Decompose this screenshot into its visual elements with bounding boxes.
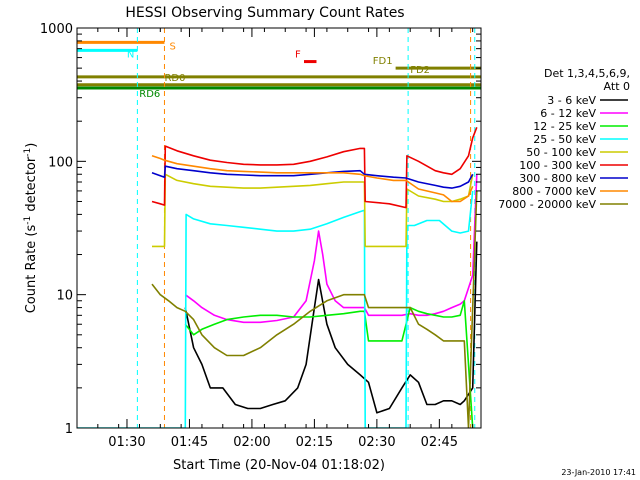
legend-label: 3 - 6 keV: [547, 94, 596, 107]
y-axis-label: Count Rate (s-1 detector-1): [23, 143, 39, 314]
flag-lines: [77, 40, 481, 90]
y-tick-label: 1000: [40, 22, 73, 37]
series-line: [152, 173, 474, 248]
legend-label: 6 - 12 keV: [540, 107, 596, 120]
y-axis-label-sup: -1: [23, 216, 33, 225]
flag-label: RD0: [164, 73, 185, 84]
x-tick-label: 02:45: [421, 435, 458, 450]
x-tick-label: 01:30: [108, 435, 145, 450]
legend-label: 300 - 800 keV: [519, 172, 596, 185]
series-line: [151, 190, 478, 428]
series-line: [184, 174, 478, 324]
x-axis: 01:30 01:45 02:00 02:15 02:30 02:45: [76, 28, 474, 450]
legend-label: 800 - 7000 keV: [512, 185, 596, 198]
series-line: [184, 241, 478, 414]
x-tick-label: 02:30: [358, 435, 395, 450]
y-tick-label: 100: [48, 155, 73, 170]
y-axis-label-sup: -1: [23, 148, 33, 157]
legend-label: 7000 - 20000 keV: [498, 198, 596, 211]
legend-label: 12 - 25 keV: [533, 120, 596, 133]
series-line: [151, 127, 478, 209]
flag-label: RD6: [139, 89, 160, 100]
flag-label: S: [169, 41, 175, 52]
y-tick-label: 1: [65, 422, 73, 437]
chart-title: HESSI Observing Summary Count Rates: [125, 5, 404, 21]
legend-header: Att 0: [604, 80, 630, 93]
flag-label: FD2: [410, 65, 430, 76]
flag-label: FD1: [373, 56, 393, 67]
timestamp: 23-Jan-2010 17:41: [561, 468, 636, 477]
flag-labels: S N F FD1 FD2 RD0 RD6: [127, 41, 430, 100]
x-tick-label: 02:00: [233, 435, 270, 450]
y-axis-label-part: Count Rate (s: [24, 225, 39, 314]
y-axis-label-part: detector: [24, 156, 39, 216]
legend-label: 25 - 50 keV: [533, 133, 596, 146]
y-axis-label-part: ): [24, 143, 39, 148]
x-axis-label: Start Time (20-Nov-04 01:18:02): [173, 458, 385, 473]
y-axis: 1 10 100 1000: [40, 22, 481, 437]
series-line: [77, 190, 474, 428]
flag-label: N: [127, 49, 134, 60]
legend-label: 100 - 300 keV: [519, 159, 596, 172]
flag-label: F: [295, 50, 301, 61]
plot-frame: [76, 27, 482, 429]
legend-label: 50 - 100 keV: [526, 146, 596, 159]
x-tick-label: 01:45: [171, 435, 208, 450]
series-line: [151, 155, 474, 203]
series-lines: [77, 127, 478, 428]
legend-header: Det 1,3,4,5,6,9,: [544, 67, 630, 80]
y-tick-label: 10: [56, 289, 73, 304]
x-tick-label: 02:15: [296, 435, 333, 450]
